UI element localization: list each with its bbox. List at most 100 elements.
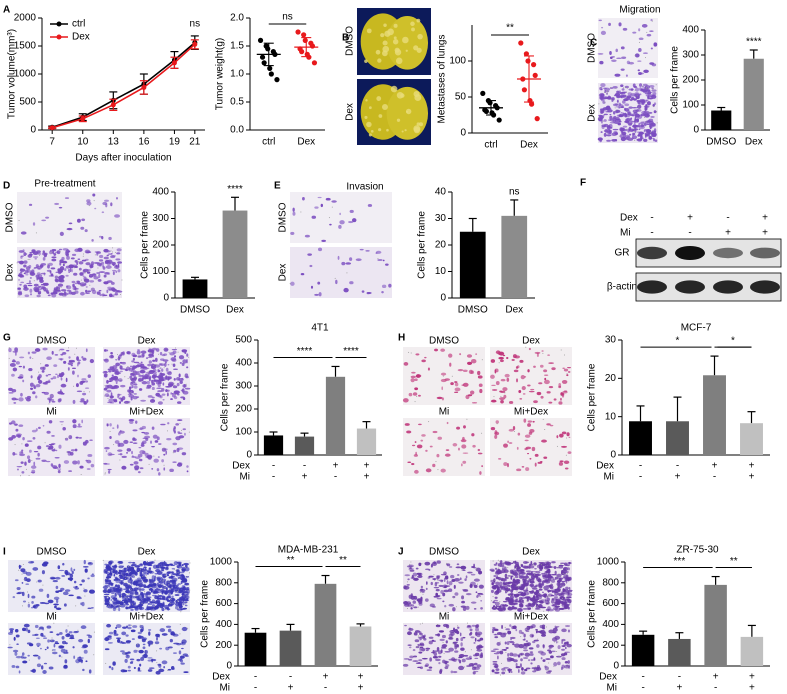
cell <box>419 646 424 649</box>
cell <box>45 288 49 293</box>
cell <box>59 631 63 635</box>
cell <box>136 598 142 601</box>
condition-sign: - <box>303 461 306 472</box>
cell <box>495 590 497 593</box>
pore <box>556 592 558 594</box>
cell <box>46 269 52 272</box>
cell <box>134 565 140 568</box>
pore <box>108 605 110 607</box>
cell <box>619 114 623 118</box>
cell <box>469 390 475 395</box>
cell <box>116 252 121 255</box>
nodule <box>402 36 409 44</box>
cell <box>139 603 142 608</box>
cell <box>162 382 165 386</box>
cell <box>24 461 27 466</box>
cell <box>52 651 58 655</box>
cell <box>641 23 648 28</box>
cell <box>526 452 530 455</box>
cell <box>104 648 110 651</box>
cell <box>41 283 44 286</box>
cell <box>539 586 543 588</box>
pore <box>420 591 422 593</box>
cell <box>425 449 428 452</box>
cell <box>548 629 554 634</box>
cell <box>418 572 423 576</box>
cell <box>539 629 546 635</box>
cell <box>124 601 129 604</box>
nodule <box>418 122 424 127</box>
cell <box>413 632 418 636</box>
cell <box>119 452 123 456</box>
cell <box>61 289 67 292</box>
cell <box>621 56 627 59</box>
cell <box>129 441 134 443</box>
cell <box>181 452 187 456</box>
nodule <box>365 99 368 102</box>
cell <box>107 286 112 290</box>
marker <box>141 84 147 90</box>
cell <box>26 395 32 399</box>
cell <box>138 649 144 654</box>
cell <box>523 643 527 647</box>
pore <box>560 349 562 351</box>
y-tick-label: 400 <box>215 619 232 630</box>
cell <box>499 359 504 363</box>
nodule <box>378 114 383 118</box>
cell <box>494 567 498 570</box>
cell <box>42 670 47 675</box>
pore <box>117 354 119 356</box>
pore <box>548 662 550 664</box>
dot <box>529 101 535 107</box>
condition-sign: - <box>676 461 679 472</box>
cell <box>455 637 459 642</box>
y-tick-label: 100 <box>682 100 699 111</box>
legend-marker <box>56 34 62 40</box>
x-tick-label: Dex <box>505 305 523 316</box>
condition-sign: - <box>254 683 257 694</box>
nodule <box>364 115 368 119</box>
cell <box>50 267 56 270</box>
cell <box>564 660 569 664</box>
cell <box>435 658 441 662</box>
cell <box>418 644 421 647</box>
cell <box>154 440 159 443</box>
cell <box>32 391 36 395</box>
cell <box>138 458 143 462</box>
micrograph <box>403 347 485 405</box>
pore <box>57 288 59 290</box>
cell <box>112 597 118 600</box>
cell <box>518 599 522 603</box>
pore <box>159 606 161 608</box>
cell <box>473 642 476 644</box>
cell <box>607 109 613 113</box>
cell <box>565 586 569 590</box>
cell <box>442 600 445 603</box>
cell <box>647 90 652 95</box>
cell <box>416 598 423 602</box>
pore <box>433 574 435 576</box>
pore <box>79 269 81 271</box>
cell <box>130 609 134 611</box>
cell <box>54 354 59 356</box>
cell <box>41 570 45 575</box>
pore <box>518 586 520 588</box>
cell <box>406 565 413 568</box>
image-label: DMSO <box>587 33 598 63</box>
pore <box>144 582 146 584</box>
cell <box>634 53 640 58</box>
cell <box>494 434 498 439</box>
cell <box>139 570 144 573</box>
cell <box>133 361 140 364</box>
cell <box>463 425 466 429</box>
cell <box>148 567 152 569</box>
cell <box>448 588 453 592</box>
cell <box>34 257 38 260</box>
cell <box>568 586 571 590</box>
pore <box>131 624 133 626</box>
pore <box>187 576 189 578</box>
cell <box>504 641 507 645</box>
cell <box>38 588 44 592</box>
cell <box>498 356 504 360</box>
cell <box>640 99 646 104</box>
